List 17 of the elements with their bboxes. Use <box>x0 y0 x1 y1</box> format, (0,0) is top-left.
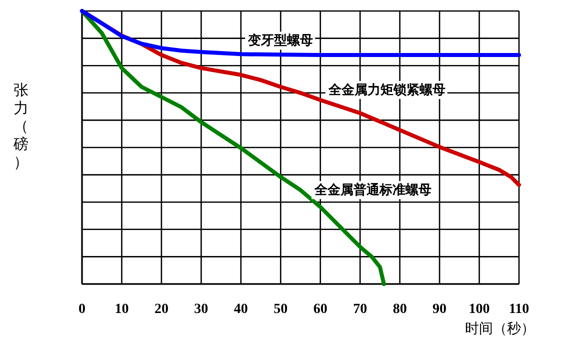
x-tick-label: 10 <box>114 302 129 317</box>
series-label: 变牙型螺母 <box>247 32 314 49</box>
x-axis-title: 时间（秒） <box>465 321 535 337</box>
x-tick-label: 20 <box>154 302 168 317</box>
x-tick-label: 60 <box>313 302 328 317</box>
x-tick-label: 70 <box>353 302 368 317</box>
x-tick-label: 100 <box>468 302 490 317</box>
x-tick-label: 0 <box>78 302 86 317</box>
x-tick-label: 30 <box>194 302 208 317</box>
x-tick-label: 50 <box>274 302 288 317</box>
x-tick-label: 80 <box>392 302 407 317</box>
x-tick-label: 90 <box>432 302 447 317</box>
x-tick-label: 110 <box>508 302 530 317</box>
x-tick-label: 40 <box>234 302 248 317</box>
series-label: 全金属普通标准螺母 <box>314 182 432 198</box>
series-label: 全金属力矩锁紧螺母 <box>327 82 446 98</box>
y-axis-title: 张力（磅） <box>12 81 28 171</box>
